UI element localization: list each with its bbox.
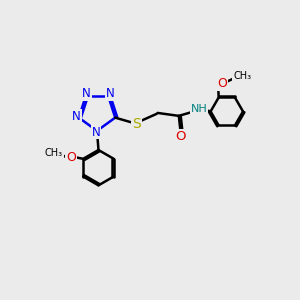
Text: N: N [82,87,91,101]
Text: O: O [176,130,186,143]
Text: O: O [217,77,227,90]
Text: CH₃: CH₃ [233,70,251,81]
Text: NH: NH [190,103,207,113]
Text: N: N [106,87,115,101]
Text: O: O [66,151,76,164]
Text: CH₃: CH₃ [45,148,63,158]
Text: N: N [72,110,81,123]
Text: S: S [132,117,141,131]
Text: N: N [92,125,100,139]
